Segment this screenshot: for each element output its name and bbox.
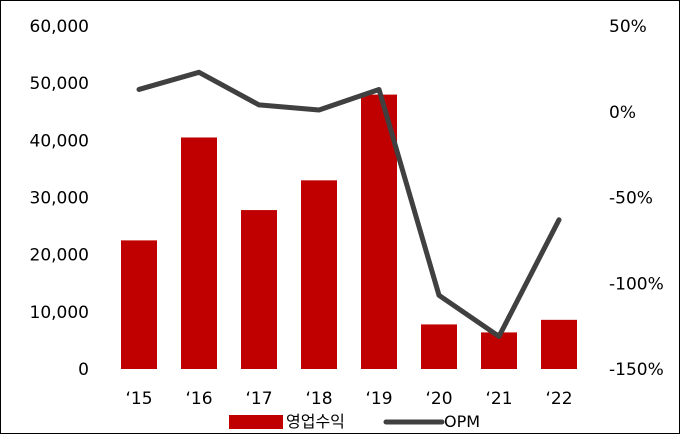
x-tick-label: ‘18 [305,389,332,409]
bar [541,319,577,369]
bar [421,324,457,369]
opm-line [136,69,562,339]
right-tick-label: -150% [609,360,664,380]
left-tick-label: 40,000 [30,131,89,151]
x-tick-label: ‘20 [425,389,452,409]
legend-swatch-bar [229,415,283,429]
left-tick-label: 0 [78,360,89,380]
bar [181,137,217,369]
legend-label-line: OPM [444,412,480,431]
left-tick-label: 10,000 [30,303,89,323]
right-tick-label: 0% [609,103,636,123]
line-series [136,69,562,339]
x-tick-label: ‘19 [365,389,392,409]
left-tick-label: 60,000 [30,17,89,37]
x-tick-label: ‘21 [485,389,512,409]
left-tick-label: 20,000 [30,246,89,266]
x-tick-label: ‘16 [185,389,212,409]
right-tick-label: 50% [609,17,647,37]
right-axis: -150% -100% -50% 0% 50% [609,17,664,380]
left-tick-label: 30,000 [30,189,89,209]
right-tick-label: -50% [609,189,653,209]
bar [361,94,397,369]
legend: 영업수익 OPM [229,412,480,431]
x-tick-label: ‘17 [245,389,272,409]
bar [241,210,277,369]
left-tick-label: 50,000 [30,74,89,94]
bar [301,180,337,369]
x-tick-label: ‘22 [545,389,572,409]
x-axis: ‘15 ‘16 ‘17 ‘18 ‘19 ‘20 ‘21 ‘22 [125,389,572,409]
legend-label-bar: 영업수익 [286,412,345,431]
x-tick-label: ‘15 [125,389,152,409]
bar [121,240,157,369]
left-axis: 0 10,000 20,000 30,000 40,000 50,000 60,000 [30,17,89,380]
bar-series [121,94,577,369]
right-tick-label: -100% [609,274,664,294]
